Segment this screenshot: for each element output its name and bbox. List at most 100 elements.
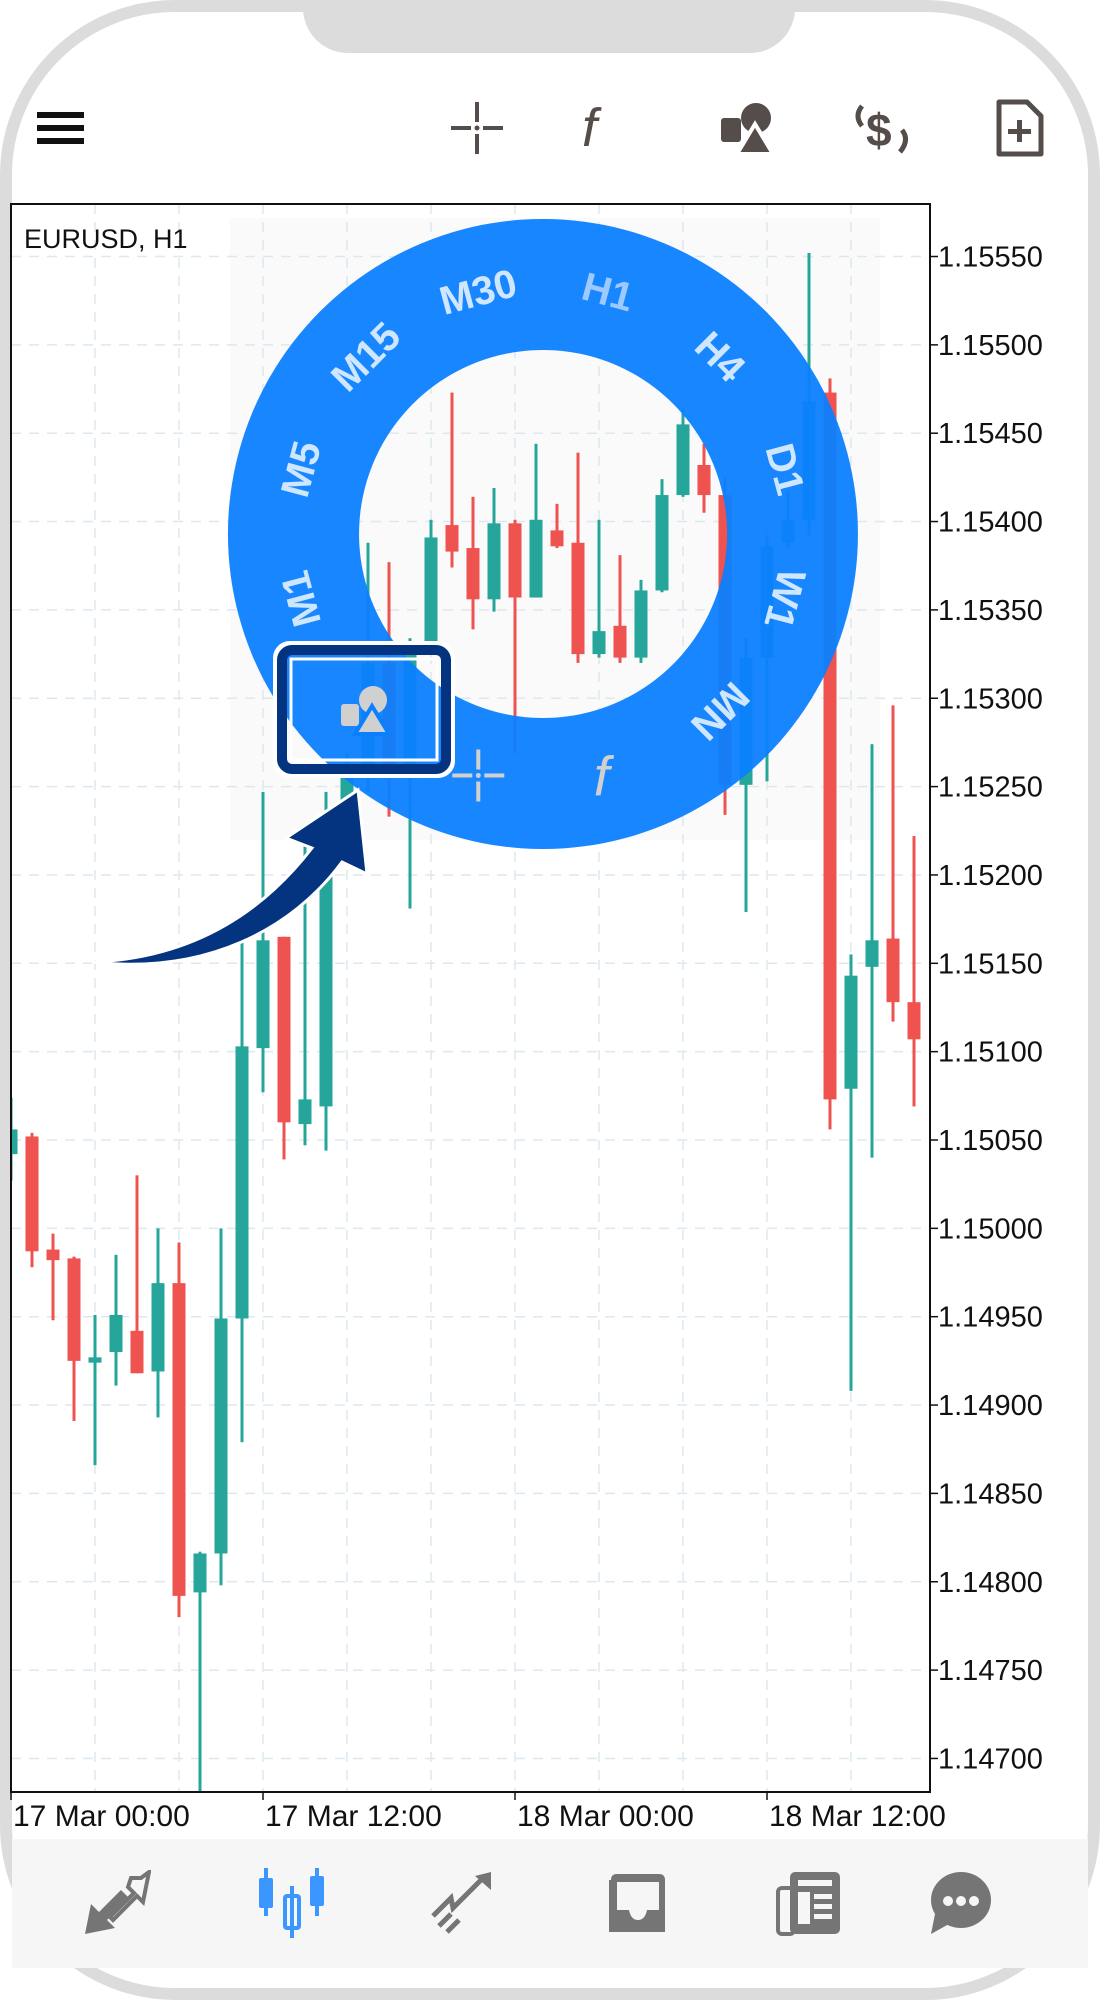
nav-history[interactable] <box>603 1868 673 1938</box>
price-label: 1.14850 <box>938 1478 1043 1510</box>
nav-chart[interactable] <box>257 1868 327 1938</box>
candle-body <box>193 1553 207 1593</box>
crosshair-button[interactable] <box>447 98 507 158</box>
menu-button[interactable] <box>32 98 92 158</box>
candle-bullish <box>424 519 438 651</box>
nav-trade[interactable] <box>427 1868 497 1938</box>
news-icon <box>776 1872 840 1936</box>
candle-bearish <box>25 1132 39 1268</box>
price-label: 1.14900 <box>938 1390 1043 1422</box>
candle-body <box>25 1136 39 1252</box>
candle-wick <box>849 954 853 1391</box>
objects-icon <box>721 103 777 156</box>
price-label: 1.15100 <box>938 1037 1043 1069</box>
candle-bullish <box>592 519 606 658</box>
candle-body <box>865 940 879 967</box>
history-icon <box>609 1874 665 1932</box>
trade-button[interactable]: $ <box>852 98 912 158</box>
candle-body <box>907 1002 921 1040</box>
candle-body <box>88 1357 102 1363</box>
price-label: 1.15350 <box>938 595 1043 627</box>
candle-bearish <box>46 1233 60 1321</box>
candle-body <box>130 1330 144 1374</box>
candle-body <box>613 625 627 658</box>
candle-wick <box>555 503 559 549</box>
crosshair-icon[interactable] <box>452 749 505 802</box>
price-label: 1.14950 <box>938 1302 1043 1334</box>
candle-wick <box>198 1551 202 1792</box>
price-label: 1.14700 <box>938 1743 1043 1775</box>
objects-tool-highlight[interactable] <box>273 641 455 778</box>
phone-notch <box>303 0 795 53</box>
candle-wick <box>891 705 895 1022</box>
candle-bullish <box>529 443 543 598</box>
candle-body <box>508 523 522 598</box>
candle-bearish <box>172 1242 186 1618</box>
nav-chat[interactable] <box>925 1868 995 1938</box>
candle-bullish <box>298 829 312 1146</box>
candle-body <box>697 465 711 496</box>
price-label: 1.15000 <box>938 1213 1043 1245</box>
new-order-button[interactable] <box>990 98 1050 158</box>
candle-bearish <box>445 392 459 568</box>
candle-bearish <box>130 1175 144 1374</box>
indicators-button[interactable]: f <box>570 98 630 158</box>
time-axis: 17 Mar 00:00 17 Mar 12:00 18 Mar 00:00 18 M… <box>10 1792 946 1833</box>
symbol-label: EURUSD, H1 <box>24 224 188 254</box>
price-label: 1.15300 <box>938 683 1043 715</box>
price-label: 1.15450 <box>938 418 1043 450</box>
candle-bullish <box>235 915 249 1443</box>
candle-bearish <box>277 936 291 1160</box>
candle-bullish <box>319 791 333 1151</box>
candle-bearish <box>886 705 900 1022</box>
price-axis: 1.15550 1.15500 1.15450 1.15400 1.15350 1.153… <box>930 242 1043 1775</box>
price-label: 1.14750 <box>938 1655 1043 1687</box>
crosshair-icon <box>451 102 503 154</box>
candle-bearish <box>613 555 627 663</box>
candle-body <box>466 548 480 600</box>
candle-body <box>571 542 585 655</box>
candle-wick <box>51 1233 55 1321</box>
time-label: 18 Mar 00:00 <box>517 1800 694 1833</box>
candle-bearish <box>697 443 711 513</box>
candle-body <box>550 530 564 547</box>
wheel-ring <box>227 219 858 850</box>
candle-body <box>235 1046 249 1319</box>
candle-bullish <box>634 579 648 663</box>
objects-icon[interactable] <box>341 686 393 736</box>
candle-bullish <box>865 744 879 1158</box>
candle-body <box>424 537 438 642</box>
candle-wick <box>618 555 622 663</box>
candle-bearish <box>466 496 480 630</box>
candle-body <box>256 940 270 1049</box>
time-label: 17 Mar 12:00 <box>265 1800 442 1833</box>
svg-text:f: f <box>582 98 602 158</box>
nav-news[interactable] <box>774 1868 844 1938</box>
candle-bearish <box>508 519 522 754</box>
candle-bearish <box>907 836 921 1107</box>
candle-bullish <box>487 487 501 612</box>
candle-bullish <box>151 1228 165 1418</box>
candle-body <box>886 938 900 1003</box>
candle-bullish <box>109 1254 123 1386</box>
nav-quotes[interactable] <box>82 1868 152 1938</box>
pointer-arrow <box>91 787 369 966</box>
candle-body <box>655 495 669 591</box>
candle-wick <box>597 519 601 658</box>
price-label: 1.14800 <box>938 1567 1043 1599</box>
candle-body <box>844 975 858 1089</box>
objects-button[interactable] <box>718 98 778 158</box>
candle-wick <box>93 1314 97 1466</box>
candle-body <box>298 1099 312 1125</box>
candle-bullish <box>256 791 270 1093</box>
candle-body <box>151 1283 165 1372</box>
candle-body <box>214 1318 228 1554</box>
candle-body <box>445 525 459 552</box>
candle-body <box>277 936 291 1123</box>
price-label: 1.15500 <box>938 330 1043 362</box>
price-label: 1.15550 <box>938 242 1043 274</box>
candle-body <box>67 1258 81 1361</box>
candle-bullish <box>88 1314 102 1466</box>
